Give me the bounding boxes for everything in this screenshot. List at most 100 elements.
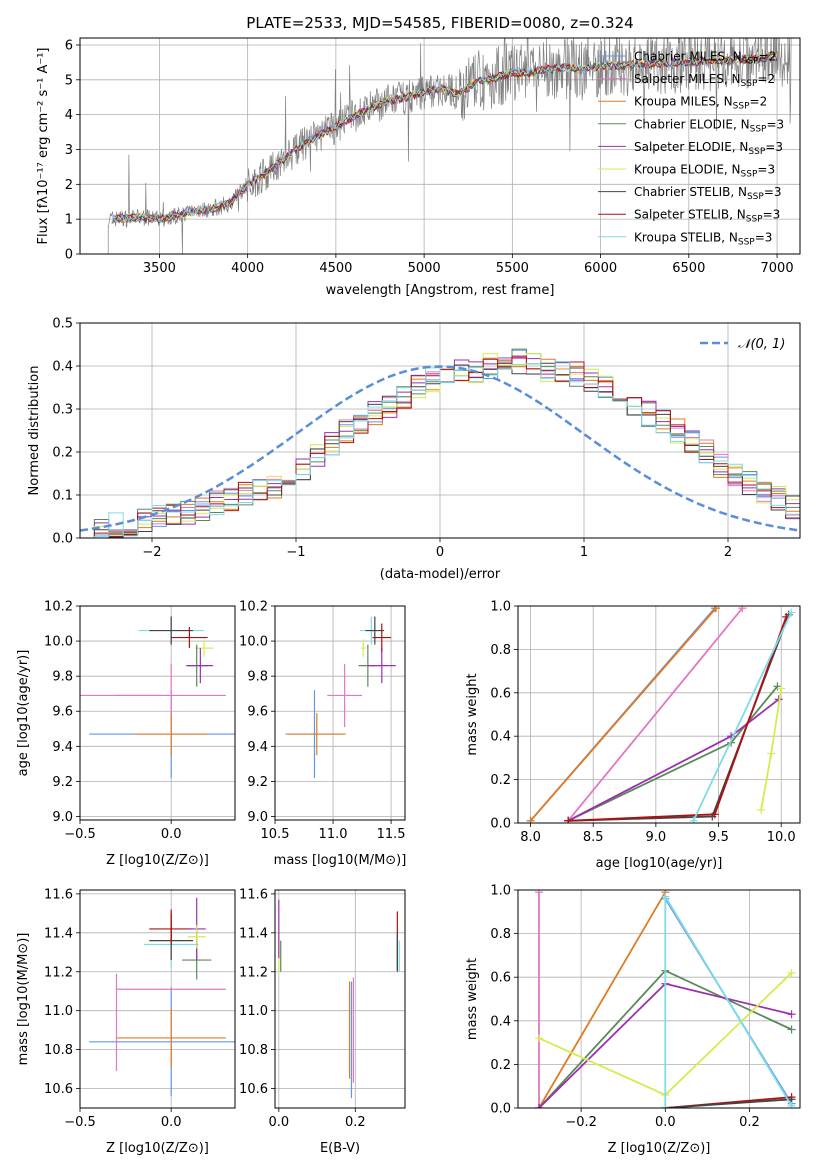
ytick-label: 9.4 — [247, 740, 268, 755]
ytick-label: 0.3 — [52, 403, 73, 418]
ytick-label: 0 — [65, 248, 73, 263]
series-line — [692, 612, 793, 822]
xtick-label: 0.0 — [161, 827, 182, 842]
grid-mass_vs_Z — [79, 890, 235, 1108]
ytick-label: 9.0 — [52, 810, 73, 825]
legend-spectrum: Chabrier MILES, NSSP=2 Salpeter MILES, NS… — [598, 50, 784, 247]
ytick-label: 6 — [65, 38, 73, 53]
ytick-label: 1.0 — [490, 600, 511, 615]
ytick-label: 9.6 — [247, 705, 268, 720]
series-line — [538, 891, 667, 1108]
histogram-kroupa_stelib — [80, 360, 800, 538]
grid-massweight_vs_Z — [518, 889, 800, 1109]
ytick-label: 10.6 — [44, 1082, 73, 1097]
ytick-label: 0.8 — [490, 643, 511, 658]
series-kroupa_stelib — [689, 608, 796, 823]
series-salpeter_stelib — [564, 612, 791, 823]
xtick-label: 6500 — [672, 261, 705, 276]
ytick-label: 11.2 — [239, 965, 268, 980]
plot-area-spectrum — [107, 38, 792, 254]
series-line — [665, 1098, 792, 1108]
series-line — [760, 688, 783, 811]
xtick-label: 5500 — [496, 261, 529, 276]
xtick-label: 0.2 — [345, 1115, 366, 1130]
ytick-label: 1.0 — [490, 884, 511, 899]
x-axis-label: (data-model)/error — [380, 567, 501, 582]
series-salpeter_miles — [564, 606, 747, 823]
legend-entry-chabrier_miles: Chabrier MILES, NSSP=2 — [634, 50, 776, 67]
y-axis-label: mass [log10(M/M⊙)] — [16, 933, 31, 1066]
xtick-label: 10.5 — [261, 827, 290, 842]
ytick-label: 0.2 — [52, 446, 73, 461]
chart-age_vs_Z: −0.5 0.0 9.0 9.2 9.4 9.6 9.8 10.0 10.2 Z [log10(Z… — [16, 600, 236, 868]
axes-frame — [79, 889, 236, 1109]
plot-area-massweight_vs_age — [526, 606, 796, 823]
axes-frame — [517, 605, 801, 824]
series-salpeter_stelib — [661, 1093, 796, 1108]
legend-entry-kroupa_miles: Kroupa MILES, NSSP=2 — [634, 95, 767, 112]
ytick-label: 11.0 — [44, 1004, 73, 1019]
legend-entry-kroupa_elodie: Kroupa ELODIE, NSSP=3 — [634, 163, 775, 180]
y-axis-label: Normed distribution — [27, 366, 42, 496]
plot-area-mass_vs_Z — [89, 897, 235, 1097]
ytick-label: 9.0 — [247, 810, 268, 825]
xtick-label: 11.0 — [319, 827, 348, 842]
xtick-label: 0.0 — [655, 1115, 676, 1130]
xtick-label: −1 — [286, 545, 305, 560]
xtick-label: 11.5 — [377, 827, 406, 842]
axes-frame — [274, 889, 406, 1109]
ytick-label: 0.6 — [490, 971, 511, 986]
axes-frame — [274, 605, 406, 821]
xtick-label: 0 — [436, 545, 444, 560]
grid-mass_vs_ebv — [275, 890, 405, 1108]
errorbar-salpeter_stelib — [372, 623, 392, 652]
figure-title: PLATE=2533, MJD=54585, FIBERID=0080, z=0… — [246, 14, 633, 32]
errorbar-kroupa_elodie — [360, 639, 366, 657]
xtick-label: 0.0 — [268, 1115, 289, 1130]
ytick-label: 0.8 — [490, 927, 511, 942]
series-salpeter_miles — [535, 890, 544, 1108]
axes-frame — [79, 37, 801, 255]
legend-entry-chabrier_stelib: Chabrier STELIB, NSSP=3 — [634, 185, 782, 202]
axes-frame — [517, 889, 801, 1109]
plot-area-massweight_vs_Z — [535, 890, 796, 1108]
series-kroupa_elodie — [757, 684, 786, 814]
ytick-label: 0.5 — [52, 317, 73, 332]
series-kroupa_stelib — [661, 892, 796, 1108]
errorbar-kroupa_miles — [287, 713, 346, 756]
legend-normal: 𝒩(0, 1) — [700, 337, 785, 352]
legend-entry-salpeter_stelib: Salpeter STELIB, NSSP=3 — [634, 208, 780, 225]
chart-massweight_vs_age: 8.0 8.5 9.0 9.5 10.0 0.0 0.2 0.4 0.6 0.8 1.0 age [l… — [465, 600, 801, 871]
ytick-label: 9.8 — [52, 670, 73, 685]
chart-age_vs_mass: 10.5 11.0 11.5 9.0 9.2 9.4 9.6 9.8 10.0 10.2 mass … — [239, 600, 406, 869]
plot-area-age_vs_Z — [80, 616, 235, 778]
ytick-label: 0.2 — [490, 773, 511, 788]
xtick-label: 4000 — [231, 261, 264, 276]
x-axis-label: wavelength [Angstrom, rest frame] — [326, 283, 555, 298]
xtick-label: 6000 — [584, 261, 617, 276]
xtick-label: −2 — [142, 545, 161, 560]
y-axis-label: mass weight — [465, 673, 480, 755]
ytick-label: 11.4 — [44, 926, 73, 941]
errorbar-kroupa_miles — [116, 1008, 226, 1068]
plot-area-residuals — [80, 348, 800, 538]
normal-curve — [80, 365, 800, 532]
ytick-label: 9.4 — [52, 740, 73, 755]
xtick-label: 3500 — [143, 261, 176, 276]
ytick-label: 0.6 — [490, 686, 511, 701]
xtick-label: 10.0 — [767, 830, 796, 845]
x-axis-label: E(B-V) — [320, 1141, 360, 1156]
ytick-label: 0.4 — [52, 360, 73, 375]
legend-entry-chabrier_elodie: Chabrier ELODIE, NSSP=3 — [634, 117, 784, 134]
ytick-label: 0.0 — [52, 532, 73, 547]
ytick-label: 0.0 — [490, 1102, 511, 1117]
model-spectrum-salpeter_stelib — [111, 53, 778, 224]
legend-entry-salpeter_elodie: Salpeter ELODIE, NSSP=3 — [634, 140, 783, 157]
ytick-label: 10.6 — [239, 1082, 268, 1097]
errorbar-chabrier_stelib — [149, 616, 194, 645]
ytick-label: 0.2 — [490, 1058, 511, 1073]
chart-mass_vs_ebv: 0.0 0.2 10.6 10.8 11.0 11.2 11.4 11.6 E(B-V) — [239, 887, 406, 1156]
x-axis-label: Z [log10(Z/Z⊙)] — [106, 1141, 209, 1156]
ytick-label: 11.4 — [239, 926, 268, 941]
